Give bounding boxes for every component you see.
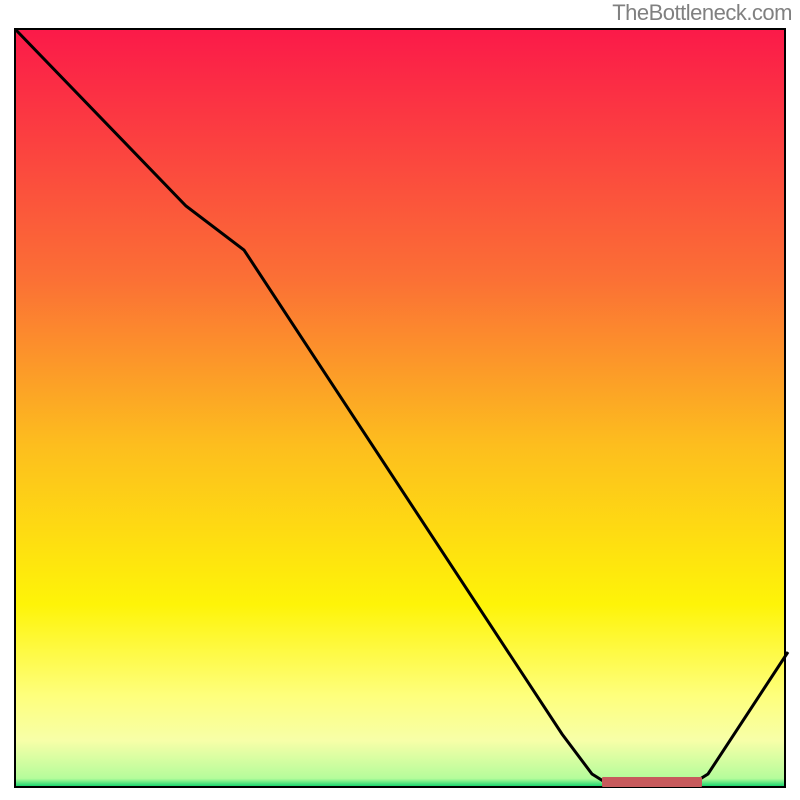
chart-accent-segment [602,777,702,787]
attribution-text: TheBottleneck.com [612,0,792,26]
chart-plot-area [14,28,786,788]
chart-line-path [16,30,788,784]
chart-line [16,30,784,786]
